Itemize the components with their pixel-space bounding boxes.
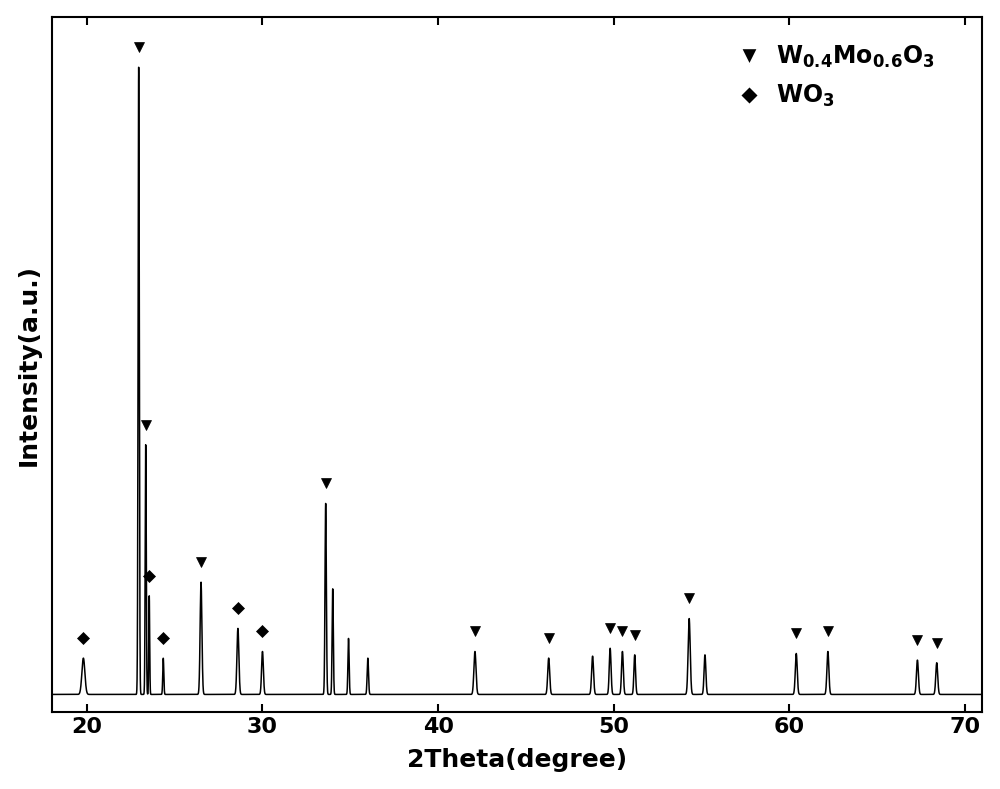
X-axis label: 2Theta(degree): 2Theta(degree) [407, 748, 627, 772]
Y-axis label: Intensity(a.u.): Intensity(a.u.) [17, 264, 41, 466]
Legend: $\mathbf{W_{0.4}Mo_{0.6}O_3}$, $\mathbf{WO_3}$: $\mathbf{W_{0.4}Mo_{0.6}O_3}$, $\mathbf{… [727, 35, 943, 118]
